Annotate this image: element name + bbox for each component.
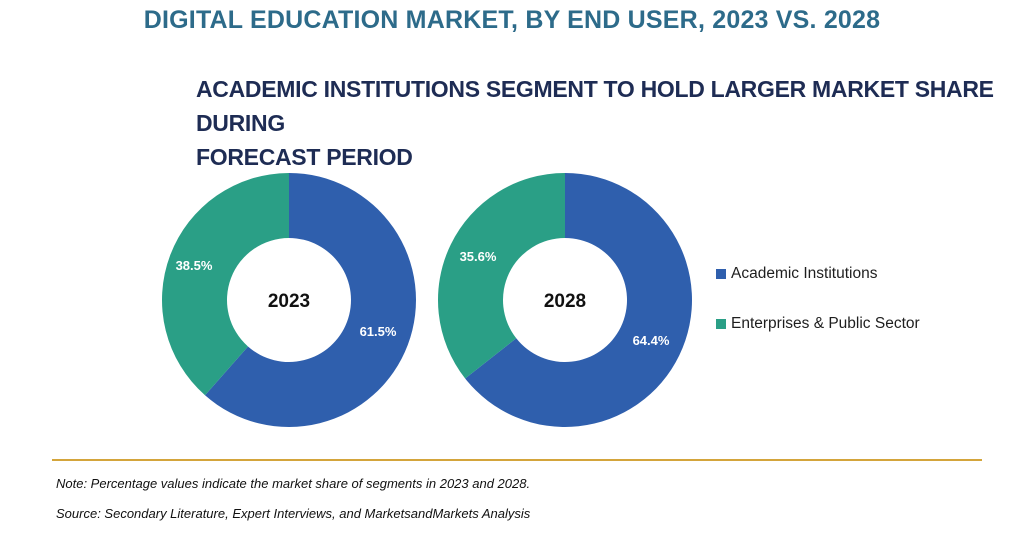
donut-slice-2028-enterprise: [437, 173, 565, 379]
legend-label-academic: Academic Institutions: [731, 265, 878, 282]
donut-center-label-2028: 2028: [544, 291, 586, 312]
divider: [52, 459, 982, 461]
donut-slice-2023-enterprise: [162, 173, 289, 396]
footnote: Note: Percentage values indicate the mar…: [56, 476, 531, 491]
subtitle-line-1: ACADEMIC INSTITUTIONS SEGMENT TO HOLD LA…: [196, 76, 994, 136]
legend-swatch-academic: [716, 269, 726, 279]
slice-label-2028-academic: 64.4%: [633, 333, 670, 348]
slice-label-2023-enterprise: 38.5%: [176, 258, 213, 273]
slice-label-2023-academic: 61.5%: [360, 324, 397, 339]
chart-subtitle: ACADEMIC INSTITUTIONS SEGMENT TO HOLD LA…: [196, 72, 996, 174]
legend-item-enterprise: Enterprises & Public Sector: [716, 312, 920, 336]
legend-item-academic: Academic Institutions: [716, 262, 920, 286]
donut-slice-2028-academic: [465, 173, 693, 427]
donut-center-label-2023: 2023: [268, 291, 310, 312]
donut-slice-2023-academic: [205, 173, 416, 427]
legend-label-enterprise: Enterprises & Public Sector: [731, 315, 920, 332]
legend: Academic Institutions Enterprises & Publ…: [716, 262, 920, 362]
chart-title: DIGITAL EDUCATION MARKET, BY END USER, 2…: [143, 6, 881, 34]
slice-label-2028-enterprise: 35.6%: [460, 249, 497, 264]
legend-swatch-enterprise: [716, 319, 726, 329]
subtitle-line-2: FORECAST PERIOD: [196, 144, 413, 170]
source-note: Source: Secondary Literature, Expert Int…: [56, 506, 531, 521]
